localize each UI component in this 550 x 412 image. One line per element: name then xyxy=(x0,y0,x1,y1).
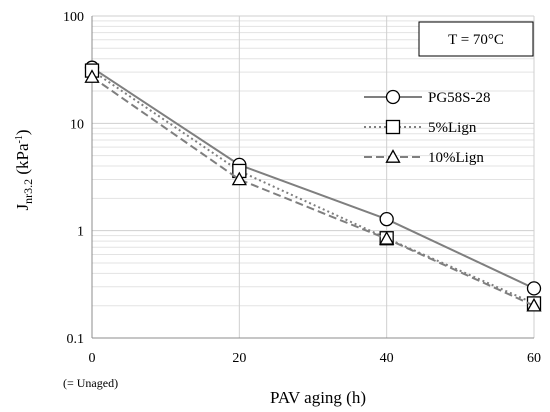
data-point-triangle xyxy=(379,230,395,245)
data-point-triangle xyxy=(526,297,542,312)
annotation-box xyxy=(418,21,534,57)
y-tick-label: 10 xyxy=(70,117,84,132)
y-tick-label: 100 xyxy=(63,10,84,25)
legend-marker-square xyxy=(385,119,401,135)
x-tick-label: 60 xyxy=(527,351,541,366)
y-axis-title: Jnr3.2 (kPa-1) xyxy=(13,129,35,210)
legend-entry: PG58S-28 xyxy=(364,89,491,106)
y-axis-title-sub: nr3.2 xyxy=(21,179,35,204)
legend-marker-triangle xyxy=(385,149,401,163)
x-tick-label: 0 xyxy=(89,351,96,366)
legend-entry: 5%Lign xyxy=(364,119,477,136)
data-point-circle xyxy=(526,281,542,296)
x-axis-title: PAV aging (h) xyxy=(270,388,366,407)
legend-label: 5%Lign xyxy=(428,120,477,136)
legend-label: PG58S-28 xyxy=(428,90,491,106)
series-line xyxy=(91,66,535,290)
x-axis-note: (= Unaged) xyxy=(63,376,118,390)
x-tick-label: 20 xyxy=(232,351,246,366)
x-tick-label: 40 xyxy=(380,351,394,366)
data-point-circle xyxy=(379,212,394,227)
temperature-annotation: T = 70°C xyxy=(418,21,534,57)
series-10-lign xyxy=(84,69,542,312)
axes xyxy=(91,16,534,339)
annotation-text: T = 70°C xyxy=(448,32,504,48)
y-axis-title-main: J xyxy=(13,204,32,211)
legend-marker-circle xyxy=(385,89,401,105)
y-axis-title-unit-exp: -1 xyxy=(14,135,25,143)
data-point-triangle xyxy=(84,69,100,83)
legend-label: 10%Lign xyxy=(428,150,484,166)
series-group xyxy=(84,60,542,312)
legend-entry: 10%Lign xyxy=(364,149,484,166)
y-axis-title-unit-close: ) xyxy=(13,129,32,135)
y-axis-title-unit: (kPa xyxy=(13,143,32,179)
data-point-triangle xyxy=(231,171,247,186)
grid-lines xyxy=(92,15,535,339)
y-tick-label: 0.1 xyxy=(67,332,85,347)
y-tick-label: 1 xyxy=(77,225,84,240)
series-line xyxy=(91,69,535,305)
legend: PG58S-28 5%Lign 10%Lign xyxy=(364,89,491,166)
tick-labels: 0.1 1 10 100 0 20 40 60 xyxy=(63,10,541,366)
series-line xyxy=(91,76,535,307)
